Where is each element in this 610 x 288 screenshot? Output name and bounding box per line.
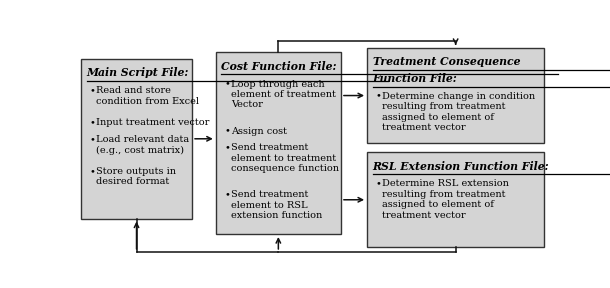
- Text: •: •: [90, 118, 95, 127]
- Text: Input treatment vector: Input treatment vector: [96, 118, 209, 127]
- Text: Determine change in condition
resulting from treatment
assigned to element of
tr: Determine change in condition resulting …: [382, 92, 535, 132]
- Text: •: •: [90, 86, 95, 95]
- Text: Load relevant data
(e.g., cost matrix): Load relevant data (e.g., cost matrix): [96, 135, 189, 155]
- FancyBboxPatch shape: [81, 59, 192, 219]
- Text: •: •: [376, 92, 381, 101]
- Text: •: •: [224, 127, 230, 136]
- Text: Read and store
condition from Excel: Read and store condition from Excel: [96, 86, 199, 106]
- Text: Loop through each
element of treatment
Vector: Loop through each element of treatment V…: [231, 79, 336, 109]
- Text: Store outputs in
desired format: Store outputs in desired format: [96, 167, 176, 186]
- FancyBboxPatch shape: [367, 152, 544, 247]
- Text: Function File:: Function File:: [373, 73, 458, 84]
- Text: Send treatment
element to RSL
extension function: Send treatment element to RSL extension …: [231, 190, 322, 220]
- Text: Main Script File:: Main Script File:: [87, 67, 189, 78]
- Text: Cost Function File:: Cost Function File:: [221, 61, 337, 72]
- Text: •: •: [224, 143, 230, 152]
- Text: Send treatment
element to treatment
consequence function: Send treatment element to treatment cons…: [231, 143, 339, 173]
- Text: Determine RSL extension
resulting from treatment
assigned to element of
treatmen: Determine RSL extension resulting from t…: [382, 179, 509, 219]
- Text: Treatment Consequence: Treatment Consequence: [373, 56, 520, 67]
- Text: •: •: [90, 167, 95, 176]
- FancyBboxPatch shape: [367, 48, 544, 143]
- FancyBboxPatch shape: [216, 52, 341, 234]
- Text: RSL Extension Function File:: RSL Extension Function File:: [373, 160, 549, 172]
- Text: •: •: [224, 79, 230, 89]
- Text: •: •: [224, 190, 230, 200]
- Text: •: •: [376, 179, 381, 188]
- Text: •: •: [90, 135, 95, 144]
- Text: Assign cost: Assign cost: [231, 127, 287, 136]
